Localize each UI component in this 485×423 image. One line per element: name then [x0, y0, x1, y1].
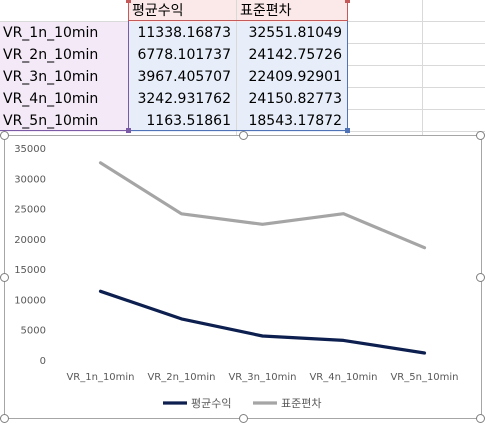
- spreadsheet-grid[interactable]: 평균수익 표준편차 VR_1n_10min 11338.16873 32551.…: [0, 0, 485, 135]
- mean-value-cell[interactable]: 1163.51861: [129, 110, 236, 132]
- y-tick-label: 5000: [21, 326, 46, 337]
- mean-value-cell[interactable]: 11338.16873: [129, 22, 236, 44]
- std-value-cell[interactable]: 32551.81049: [237, 22, 347, 44]
- category-range-outline: [0, 130, 129, 131]
- chart-resize-handle[interactable]: [0, 131, 9, 140]
- chart-resize-handle[interactable]: [476, 273, 485, 282]
- mean-value-cell[interactable]: 3242.931762: [129, 88, 236, 110]
- chart-resize-handle[interactable]: [0, 414, 9, 423]
- series-name-range-outline: [128, 0, 348, 21]
- y-tick-label: 10000: [14, 295, 46, 306]
- row-label-cell[interactable]: VR_4n_10min: [0, 88, 128, 110]
- y-tick-label: 35000: [14, 144, 46, 155]
- range-resize-handle[interactable]: [345, 0, 350, 3]
- y-tick-label: 20000: [14, 235, 46, 246]
- series-line-2: [98, 161, 427, 250]
- grid-line: [422, 0, 423, 135]
- x-tick-label: VR_4n_10min: [309, 372, 377, 383]
- header-cell-mean[interactable]: 평균수익: [129, 0, 236, 22]
- category-range-outline: [128, 21, 129, 131]
- row-label-cell[interactable]: VR_3n_10min: [0, 66, 128, 88]
- std-value-cell[interactable]: 18543.17872: [237, 110, 347, 132]
- chart-resize-handle[interactable]: [0, 273, 9, 282]
- chart-resize-handle[interactable]: [239, 131, 248, 140]
- range-resize-handle[interactable]: [126, 128, 131, 133]
- x-tick-label: VR_5n_10min: [390, 372, 458, 383]
- line-chart[interactable]: 0 5000 10000 15000 20000 25000 30000 35000 VR_1n…: [4, 135, 482, 419]
- x-tick-label: VR_1n_10min: [66, 372, 134, 383]
- y-tick-label: 0: [40, 356, 46, 367]
- row-label-cell[interactable]: VR_5n_10min: [0, 110, 128, 132]
- grid-line: [236, 0, 237, 135]
- range-resize-handle[interactable]: [345, 128, 350, 133]
- series-line-1: [98, 289, 427, 355]
- x-tick-label: VR_2n_10min: [147, 372, 215, 383]
- mean-value-cell[interactable]: 3967.405707: [129, 66, 236, 88]
- chart-resize-handle[interactable]: [476, 414, 485, 423]
- row-label-cell[interactable]: VR_2n_10min: [0, 44, 128, 66]
- std-value-cell[interactable]: 24150.82773: [237, 88, 347, 110]
- mean-value-cell[interactable]: 6778.101737: [129, 44, 236, 66]
- header-cell-std[interactable]: 표준편차: [237, 0, 347, 22]
- std-value-cell[interactable]: 22409.92901: [237, 66, 347, 88]
- legend-label: 평균수익: [191, 397, 231, 410]
- x-tick-label: VR_3n_10min: [228, 372, 296, 383]
- chart-resize-handle[interactable]: [476, 131, 485, 140]
- legend-label: 표준편차: [281, 397, 321, 410]
- row-label-cell[interactable]: VR_1n_10min: [0, 22, 128, 44]
- y-tick-label: 30000: [14, 174, 46, 185]
- chart-resize-handle[interactable]: [239, 414, 248, 423]
- chart-canvas: 0 5000 10000 15000 20000 25000 30000 35000 VR_1n…: [14, 144, 458, 410]
- y-tick-label: 15000: [14, 265, 46, 276]
- y-tick-label: 25000: [14, 205, 46, 216]
- range-resize-handle[interactable]: [126, 0, 131, 3]
- std-value-cell[interactable]: 24142.75726: [237, 44, 347, 66]
- values-range-outline: [128, 21, 348, 131]
